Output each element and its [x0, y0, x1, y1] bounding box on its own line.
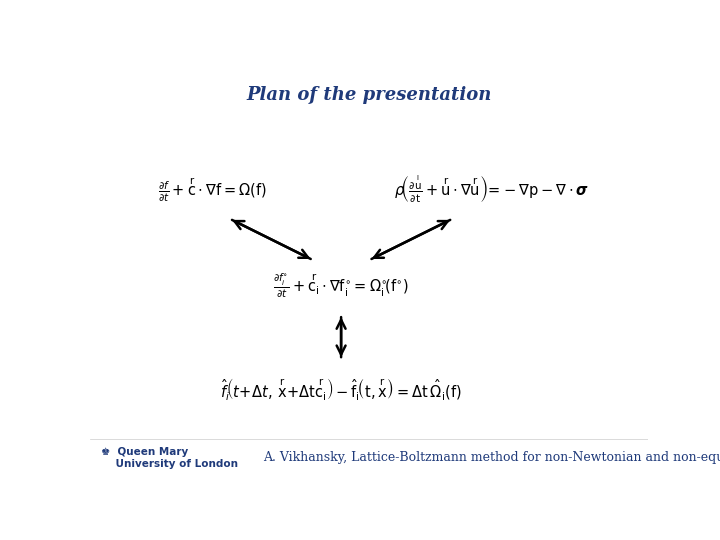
Text: $\rho\!\left(\frac{\partial \overset{\rm l}{u}}{\partial t} + \overset{\rm r}{u}: $\rho\!\left(\frac{\partial \overset{\rm…: [394, 174, 590, 205]
Text: $\frac{\partial f}{\partial t} + \overset{\rm r}{c} \cdot \nabla f = \Omega(f)$: $\frac{\partial f}{\partial t} + \overse…: [158, 175, 267, 204]
Text: Plan of the presentation: Plan of the presentation: [246, 85, 492, 104]
Text: ♚  Queen Mary
    University of London: ♚ Queen Mary University of London: [101, 447, 238, 469]
Text: $\hat{f}_i\!\left(t\!+\!\Delta t,\, \overset{\rm r}{x}\!+\!\Delta t\overset{\rm : $\hat{f}_i\!\left(t\!+\!\Delta t,\, \ove…: [220, 376, 462, 402]
Text: $\frac{\partial f_i^{\circ}}{\partial t} + \overset{\rm r}{c_i} \cdot \nabla f_i: $\frac{\partial f_i^{\circ}}{\partial t}…: [273, 271, 409, 300]
Text: A. Vikhansky, Lattice-Boltzmann method for non-Newtonian and non-equilibrium flo: A. Vikhansky, Lattice-Boltzmann method f…: [263, 451, 720, 464]
